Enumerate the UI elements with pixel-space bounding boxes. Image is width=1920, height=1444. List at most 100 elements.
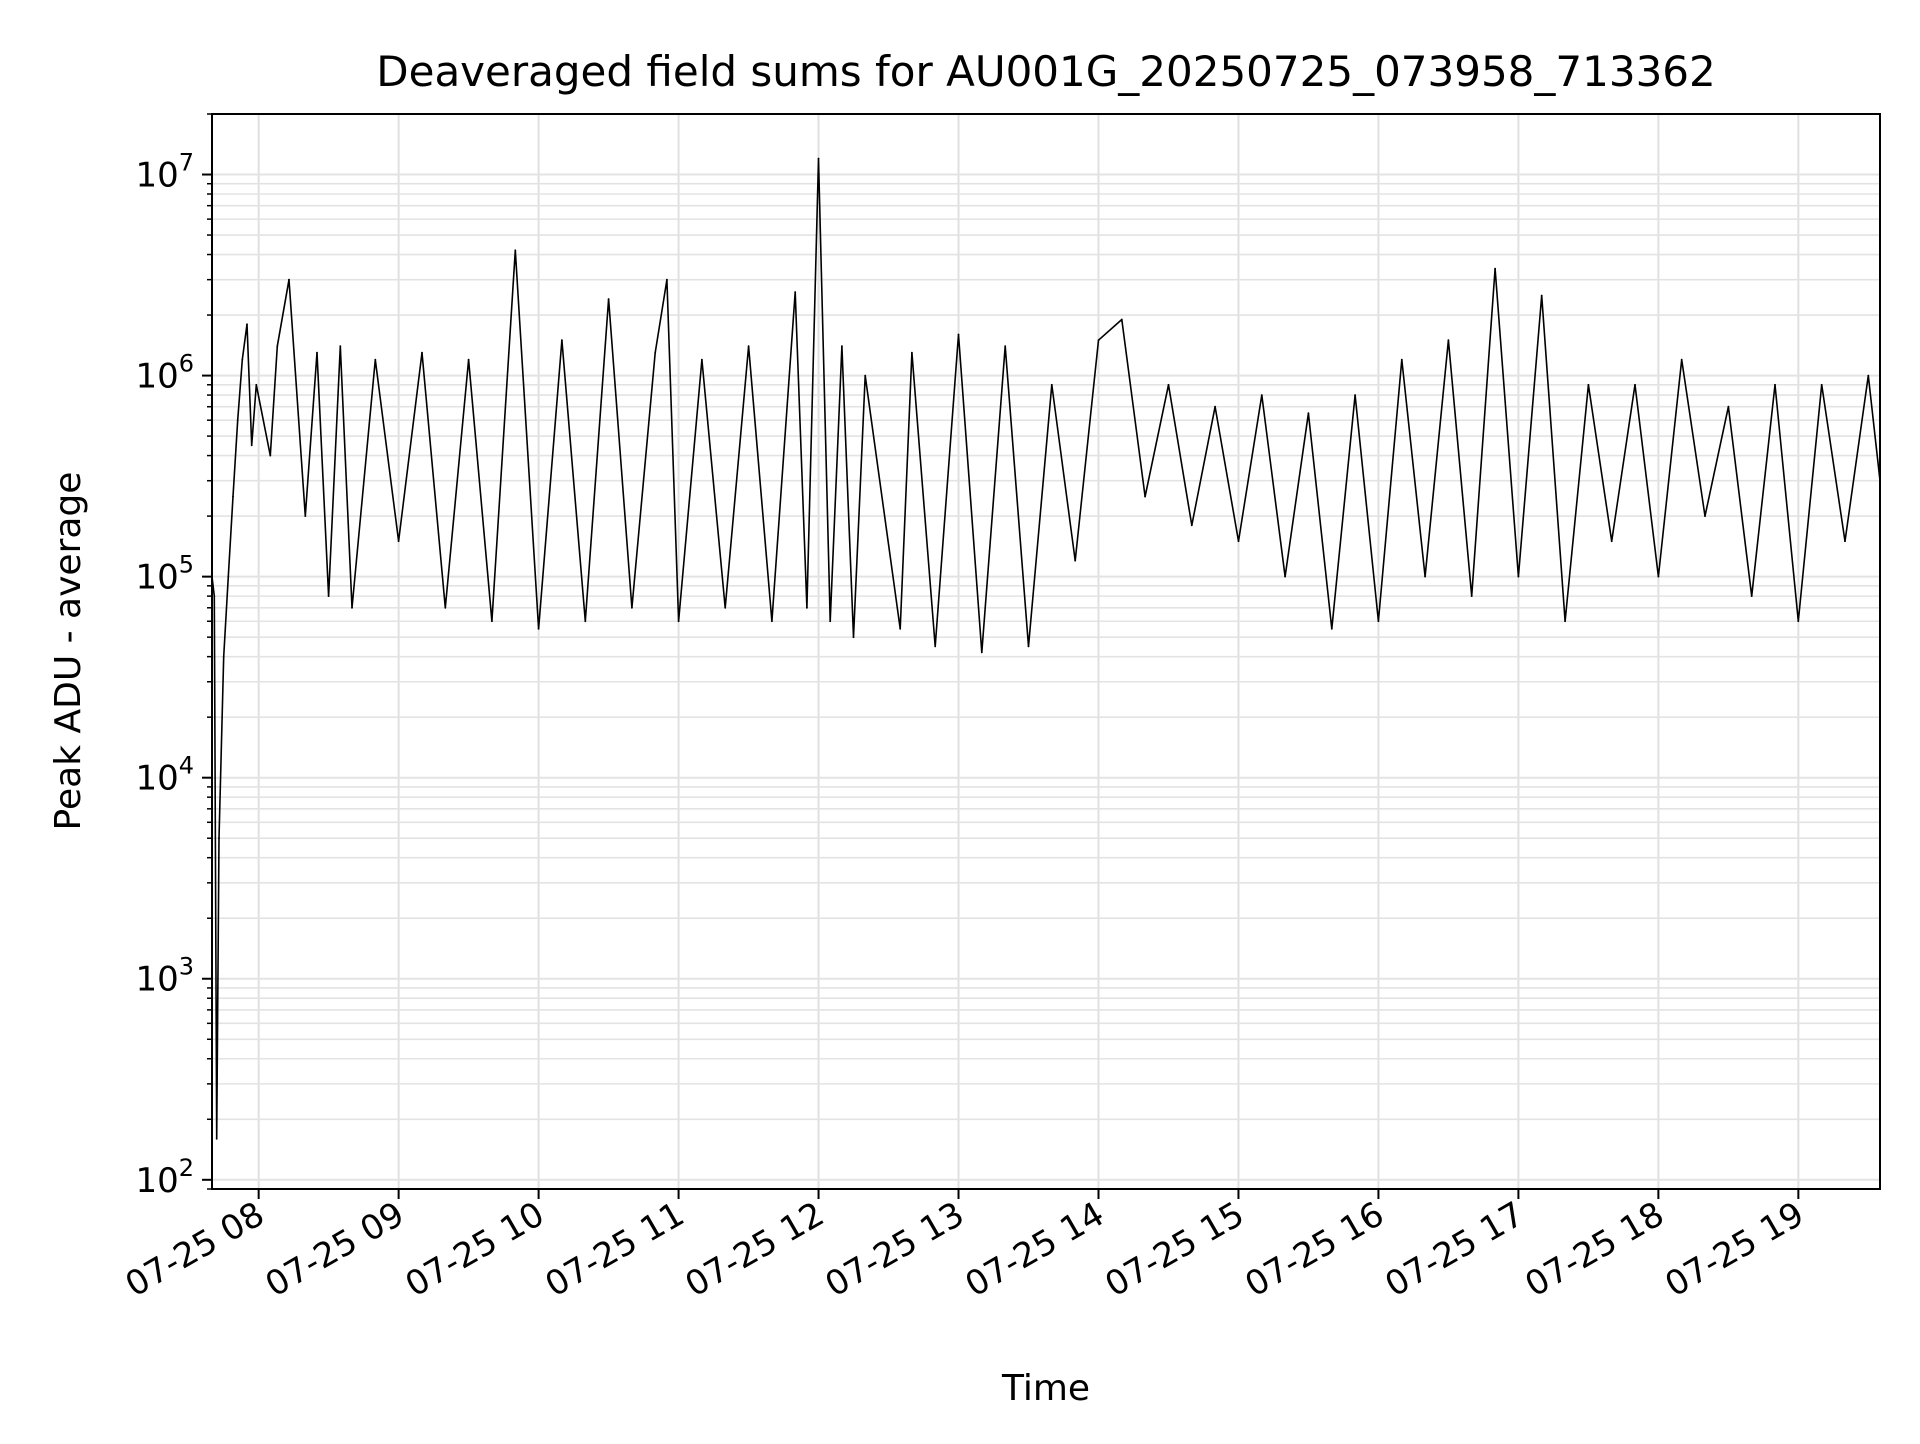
data-point [724,606,727,609]
data-point [1027,645,1030,648]
data-point [1797,620,1800,623]
data-point [980,651,983,654]
data-point [1727,405,1730,408]
data-point [1400,358,1403,361]
data-point [514,249,517,252]
data-point [1610,540,1613,543]
data-point [1330,627,1333,630]
data-point [1377,620,1380,623]
grid [212,113,1880,1190]
data-point [215,1137,218,1140]
data-point [222,655,225,658]
data-point [288,278,290,281]
data-point [227,575,230,578]
data-point [654,351,657,354]
data-point [1120,318,1123,321]
plot-frame [211,113,1881,1190]
data-point [236,419,239,422]
data-point [1190,524,1193,527]
data-point [246,323,248,326]
y-tick-label: 103 [135,953,194,1000]
data-point [421,351,423,354]
data-point [397,540,400,543]
data-point [276,345,279,348]
data-point [1540,294,1543,297]
data-point [1214,405,1216,408]
data-point [806,606,808,609]
y-tick-label: 104 [135,752,194,799]
data-point [444,606,447,609]
data-point [241,358,244,361]
data-point [374,358,377,361]
data-point [677,620,680,623]
data-point [537,627,540,630]
data-point [561,339,563,342]
data-point [1634,383,1636,386]
data-point [1447,339,1450,342]
data-point [351,606,353,609]
data-point [794,291,797,293]
data-point [1774,383,1776,386]
data-point [218,837,220,840]
y-tick-label: 105 [135,551,194,598]
data-point [232,495,234,498]
data-point [1237,540,1240,543]
data-point [607,298,610,300]
data-point [1704,515,1706,517]
data-point [829,620,832,623]
data-point [1050,383,1053,386]
data-point [339,345,342,348]
data-point [213,595,216,597]
data-point [1494,267,1496,270]
data-point [1844,540,1846,543]
data-point [852,636,855,639]
data-point [1284,575,1286,578]
data-point [1424,575,1426,578]
data-point [1144,495,1146,498]
data-point [1750,595,1753,597]
data-point [316,351,318,354]
data-point [666,278,668,281]
data-point [250,444,253,447]
data-point [934,645,937,648]
data-point [631,606,633,609]
y-axis-ticks: 102 103 104 105 106 107 [135,113,212,1201]
data-point [957,333,960,336]
data-point [1564,620,1566,623]
data-point [269,454,272,457]
data-point [771,620,773,623]
data-point [1470,595,1473,597]
data-point [864,374,867,377]
x-axis-label: Time [1001,1368,1090,1409]
data-point [584,620,587,623]
data-point [1260,394,1263,396]
data-point [911,351,913,354]
data-point [1307,412,1310,415]
data-point [1167,383,1170,386]
y-tick-label: 106 [135,350,194,397]
data-point [701,358,703,361]
data-point [1867,374,1870,377]
data-point [817,157,820,160]
data-point [1004,345,1007,348]
data-point [1074,559,1077,562]
data-point [327,595,330,597]
y-axis-label: Peak ADU - average [48,472,89,831]
data-point [1587,383,1590,386]
data-point [491,620,493,623]
data-point [1097,339,1100,342]
data-point [747,345,750,348]
chart-title: Deaveraged field sums for AU001G_2025072… [376,47,1715,96]
data-point [841,345,843,348]
data-point [467,358,470,361]
data-point [899,627,902,630]
data-point [1680,358,1683,361]
y-tick-label: 102 [135,1154,194,1201]
series-line [211,157,1881,1140]
data-layer [211,157,1881,1140]
data-point [1657,575,1660,578]
y-tick-label: 107 [135,149,194,196]
